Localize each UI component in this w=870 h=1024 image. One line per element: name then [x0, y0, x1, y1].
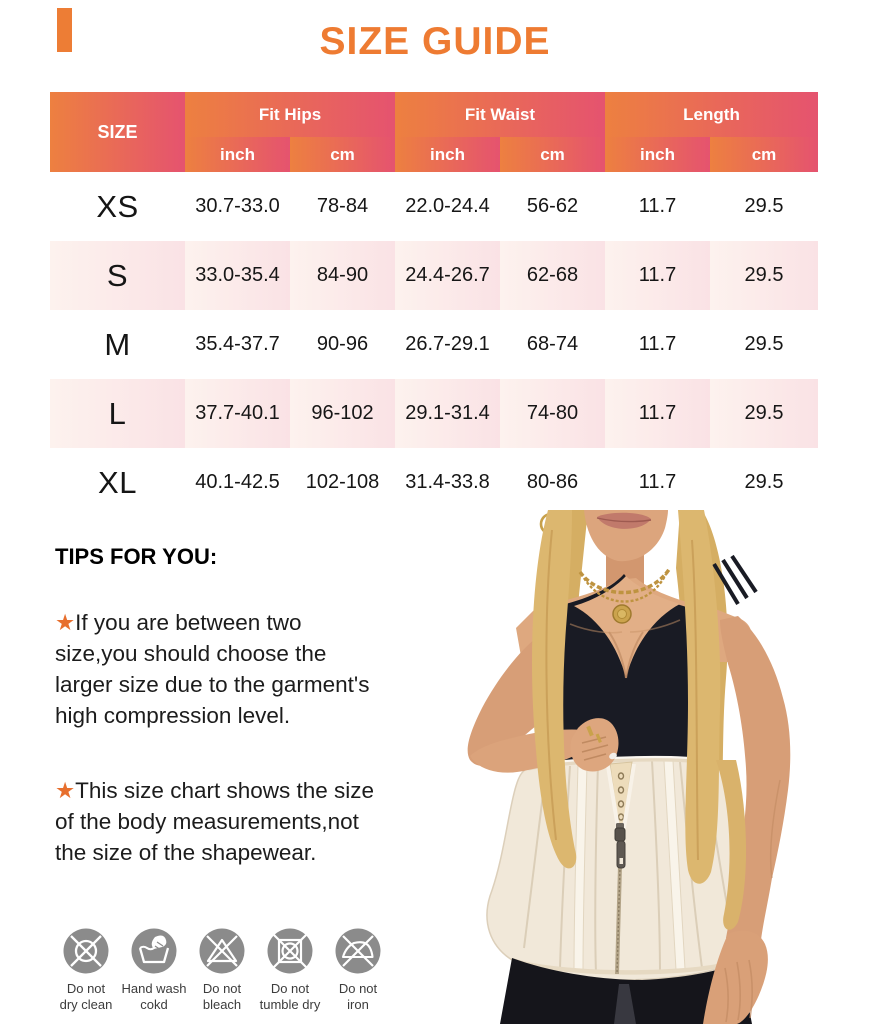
- size-value: 78-84: [316, 195, 369, 217]
- size-value: 29.5: [744, 195, 784, 217]
- size-value: 62-68: [500, 241, 605, 310]
- size-value: 26.7-29.1: [405, 333, 490, 355]
- accent-bar: [57, 8, 72, 52]
- care-item-do-not-dry-clean: Do not dry clean: [53, 928, 119, 1012]
- do-not-tumble-dry-icon: [267, 928, 313, 974]
- size-value: 31.4-33.8: [405, 471, 490, 493]
- size-value: 74-80: [500, 379, 605, 448]
- size-value: 11.7: [638, 333, 677, 355]
- care-label: Do not iron: [338, 981, 378, 1012]
- tips-section: TIPS FOR YOU: ★If you are between two si…: [55, 544, 413, 868]
- tip-item-1: ★If you are between two size,you should …: [55, 607, 413, 731]
- tips-heading: TIPS FOR YOU:: [55, 544, 218, 569]
- care-item-hand-wash: Hand wash cokd: [121, 928, 187, 1012]
- size-value: 84-90: [290, 241, 395, 310]
- hand-wash-icon: [131, 928, 177, 974]
- model-photo-illustration: [467, 510, 791, 1024]
- size-value: 80-86: [526, 471, 579, 493]
- size-value: 37.7-40.1: [185, 379, 290, 448]
- size-label-L: L: [50, 379, 185, 448]
- size-value: 40.1-42.5: [195, 471, 280, 493]
- do-not-dry-clean-icon: [63, 928, 109, 974]
- size-value: 24.4-26.7: [395, 241, 500, 310]
- column-header-hips-inch: inch: [185, 137, 290, 172]
- page-title: SIZE GUIDE: [319, 20, 551, 63]
- care-label: Do not bleach: [202, 981, 242, 1012]
- do-not-bleach-icon: [199, 928, 245, 974]
- column-group-length: Length: [605, 92, 818, 137]
- care-item-do-not-iron: Do not iron: [325, 928, 391, 1012]
- care-item-do-not-bleach: Do not bleach: [189, 928, 255, 1012]
- size-value: 96-102: [290, 379, 395, 448]
- size-value: 22.0-24.4: [405, 195, 490, 217]
- column-header-waist-cm: cm: [500, 137, 605, 172]
- column-header-waist-inch: inch: [395, 137, 500, 172]
- size-value: 11.7: [605, 241, 710, 310]
- column-header-length-cm: cm: [710, 137, 818, 172]
- size-value: 56-62: [526, 195, 579, 217]
- do-not-iron-icon: [335, 928, 381, 974]
- care-instructions: Do not dry clean Hand wash cokd Do not b…: [53, 928, 391, 1012]
- column-group-fit-hips: Fit Hips: [185, 92, 395, 137]
- size-label-XS: XS: [96, 188, 139, 224]
- column-group-fit-waist: Fit Waist: [395, 92, 605, 137]
- tip-text-1: If you are between two size,you should c…: [55, 610, 370, 728]
- model-photo: [420, 510, 870, 1024]
- care-label: Do not dry clean: [59, 981, 113, 1012]
- size-value: 29.5: [744, 333, 784, 355]
- column-header-length-inch: inch: [605, 137, 710, 172]
- size-label-S: S: [50, 241, 185, 310]
- size-value: 35.4-37.7: [195, 333, 280, 355]
- size-table: SIZE Fit Hips Fit Waist Length inch cm i…: [50, 92, 818, 517]
- size-value: 11.7: [638, 471, 677, 493]
- size-value: 29.5: [710, 379, 818, 448]
- star-bullet-icon: ★: [55, 778, 76, 803]
- size-value: 102-108: [305, 471, 380, 493]
- tip-item-2: ★This size chart shows the size of the b…: [55, 775, 413, 868]
- size-value: 11.7: [638, 195, 677, 217]
- size-label-XL: XL: [98, 464, 137, 500]
- size-value: 33.0-35.4: [185, 241, 290, 310]
- size-value: 29.1-31.4: [395, 379, 500, 448]
- size-value: 90-96: [316, 333, 369, 355]
- care-item-do-not-tumble-dry: Do not tumble dry: [257, 928, 323, 1012]
- tip-text-2: This size chart shows the size of the bo…: [55, 778, 375, 865]
- column-header-hips-cm: cm: [290, 137, 395, 172]
- star-bullet-icon: ★: [55, 610, 76, 635]
- care-label: Do not tumble dry: [259, 981, 321, 1012]
- column-header-size: SIZE: [50, 92, 185, 172]
- size-value: 30.7-33.0: [195, 195, 280, 217]
- size-label-M: M: [104, 326, 131, 362]
- care-label: Hand wash cokd: [121, 981, 187, 1012]
- size-value: 11.7: [605, 379, 710, 448]
- size-value: 29.5: [744, 471, 784, 493]
- size-value: 29.5: [710, 241, 818, 310]
- size-value: 68-74: [526, 333, 579, 355]
